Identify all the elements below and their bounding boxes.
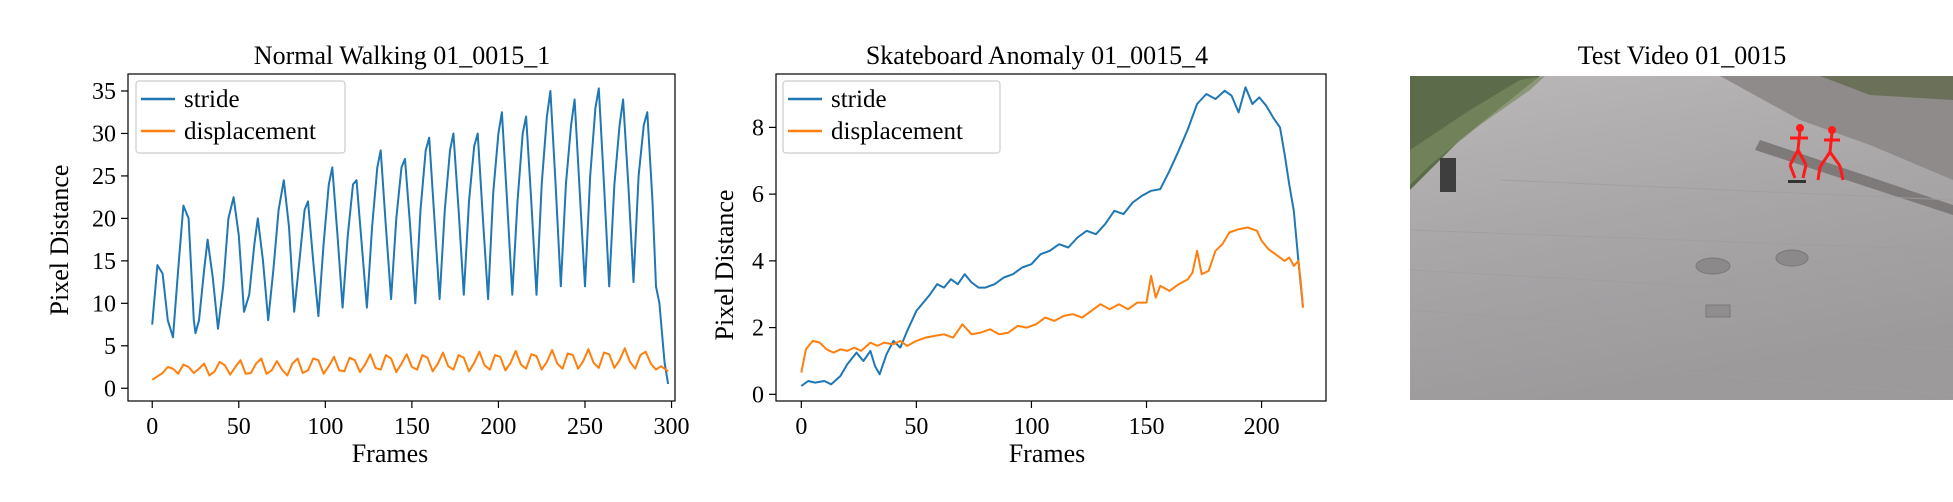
y-axis-ticks: 0 2 4 6 8 (752, 115, 776, 408)
x-tick-label: 100 (307, 414, 343, 440)
y-tick-label: 35 (92, 79, 116, 105)
plot-marks (800, 86, 1304, 387)
plot-area-frame (127, 73, 676, 402)
x-tick-label: 150 (1129, 414, 1165, 440)
y-tick-label: 5 (104, 334, 116, 360)
y-tick-label: 30 (92, 121, 116, 147)
x-tick-label: 100 (1013, 414, 1049, 440)
y-tick-label: 25 (92, 164, 116, 190)
y-tick-label: 20 (92, 206, 116, 232)
video-frame (1410, 76, 1953, 400)
chart-title: Skateboard Anomaly 01_0015_4 (866, 41, 1208, 70)
y-tick-label: 0 (104, 376, 116, 402)
trash-bin (1440, 158, 1456, 192)
pedestrian-skeleton (1816, 131, 1845, 181)
x-axis-ticks: 0 50 100 150 200 (795, 401, 1280, 440)
y-tick-label: 10 (92, 291, 116, 317)
keypoint (1796, 124, 1804, 132)
x-axis-label: Frames (1009, 439, 1086, 468)
chart-skateboard-anomaly: Skateboard Anomaly 01_0015_4 0 50 100 150 20… (710, 41, 1327, 468)
series-line-displacement (151, 347, 669, 381)
x-axis-label: Frames (352, 439, 429, 468)
series-line-stride (800, 86, 1304, 387)
x-tick-label: 0 (795, 414, 807, 440)
legend-label-displacement: displacement (184, 118, 316, 145)
pedestrian-skeleton (1788, 129, 1808, 179)
x-tick-label: 0 (146, 414, 158, 440)
legend: stride displacement (782, 80, 1001, 154)
x-tick-label: 150 (394, 414, 430, 440)
chart-normal-walking: Normal Walking 01_0015_1 0 50 100 150 200 250… (45, 41, 690, 468)
chart-title: Normal Walking 01_0015_1 (254, 41, 550, 70)
y-tick-label: 6 (752, 182, 764, 208)
x-tick-label: 200 (480, 414, 516, 440)
dark-curb-strip (1755, 140, 1953, 215)
manhole-cover (1775, 249, 1809, 267)
curb-area (1720, 76, 1953, 180)
series-line-displacement (800, 226, 1304, 373)
manhole-cover (1695, 257, 1731, 275)
x-tick-label: 300 (654, 414, 690, 440)
x-axis-ticks: 0 50 100 150 200 250 300 (146, 401, 690, 440)
pavement-lines (1410, 179, 1953, 396)
series-line-stride (151, 87, 670, 385)
y-tick-label: 15 (92, 249, 116, 275)
tree-area (1820, 76, 1953, 100)
legend-box (782, 80, 1001, 154)
legend-label-stride: stride (184, 86, 240, 113)
y-axis-ticks: 0 5 10 15 20 25 30 35 (92, 79, 128, 402)
grass-edge (1410, 76, 1545, 185)
legend-label-displacement: displacement (831, 118, 963, 145)
x-tick-label: 50 (904, 414, 928, 440)
shrubbery (1410, 76, 1540, 190)
legend-label-stride: stride (831, 86, 887, 113)
plot-area-frame (775, 73, 1327, 402)
y-axis-label: Pixel Distance (710, 190, 739, 341)
legend-box (135, 80, 346, 154)
test-video-panel: Test Video 01_0015 (1410, 41, 1953, 400)
plot-marks (151, 87, 670, 385)
y-tick-label: 4 (752, 249, 764, 275)
keypoint (1828, 126, 1836, 134)
x-tick-label: 250 (567, 414, 603, 440)
y-tick-label: 8 (752, 115, 764, 141)
drain-grate (1705, 304, 1731, 318)
video-title: Test Video 01_0015 (1578, 41, 1786, 70)
x-tick-label: 200 (1244, 414, 1280, 440)
y-axis-label: Pixel Distance (45, 165, 74, 316)
legend: stride displacement (135, 80, 346, 154)
x-tick-label: 50 (227, 414, 251, 440)
y-tick-label: 2 (752, 316, 764, 342)
skateboard (1788, 180, 1806, 183)
y-tick-label: 0 (752, 382, 764, 408)
